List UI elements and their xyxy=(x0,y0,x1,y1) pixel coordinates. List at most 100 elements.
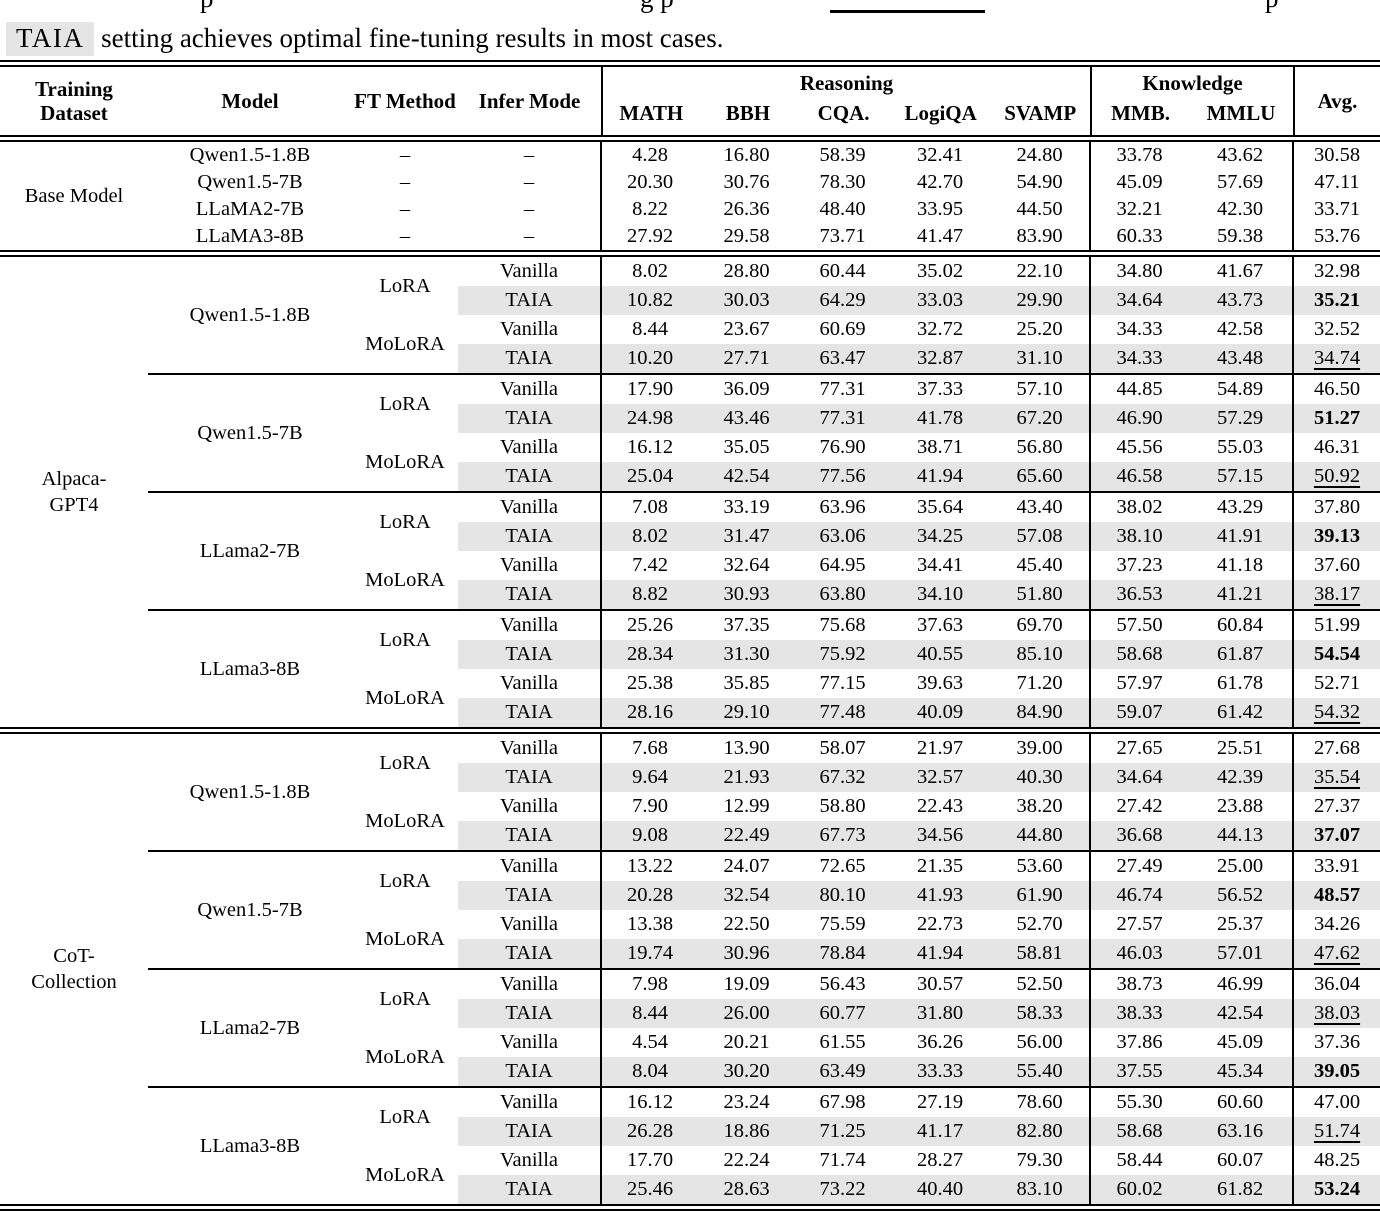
score-cell: 69.70 xyxy=(1016,614,1063,636)
ft-method-cell: – xyxy=(399,144,411,166)
score-cell: 22.73 xyxy=(916,913,964,935)
infer-mode-cell: TAIA xyxy=(458,881,601,910)
score-cell: 37.35 xyxy=(723,614,770,636)
score-cell: 41.18 xyxy=(1216,554,1264,576)
score-cell: 80.10 xyxy=(795,881,890,910)
score-cell: 29.58 xyxy=(723,225,770,247)
ft-method-cell: MoLoRA xyxy=(352,315,458,375)
score-cell: 58.81 xyxy=(990,939,1090,970)
avg-cell: 39.13 xyxy=(1292,522,1380,551)
score-cell: 13.38 xyxy=(600,910,698,939)
score-cell: 30.96 xyxy=(698,939,795,970)
header-col-math: MATH xyxy=(619,101,684,125)
score-cell: 46.03 xyxy=(1089,939,1188,970)
avg-cell: 54.32 xyxy=(1292,698,1380,727)
base-model-table: Base Model Qwen1.5-1.8B – – 4.28 16.80 58.39 32… xyxy=(0,142,1380,250)
ft-method-cell: – xyxy=(399,225,411,247)
score-cell: 28.27 xyxy=(916,1149,964,1171)
avg-value: 47.11 xyxy=(1314,171,1360,193)
infer-mode-cell: Vanilla xyxy=(499,496,559,518)
score-cell: 40.30 xyxy=(990,763,1090,792)
score-cell: 34.56 xyxy=(890,821,990,852)
score-cell: 27.49 xyxy=(1089,851,1188,881)
table-row: TAIA 20.28 32.54 80.10 41.93 61.90 46.74 56.52 4… xyxy=(0,881,1380,910)
avg-cell: 32.98 xyxy=(1292,257,1380,286)
table-row: MoLoRA Vanilla 17.70 22.24 71.74 28.27 79.30 58… xyxy=(0,1146,1380,1186)
score-cell: 35.02 xyxy=(916,260,964,282)
score-cell: 25.04 xyxy=(600,462,698,493)
score-cell: 78.84 xyxy=(795,939,890,970)
score-cell: 34.64 xyxy=(1089,763,1188,792)
table-row: TAIA 10.82 30.03 64.29 33.03 29.90 34.64 43.73 3… xyxy=(0,286,1380,315)
score-cell: 73.22 xyxy=(795,1175,890,1204)
avg-cell: 33.91 xyxy=(1292,851,1380,881)
section-double-rule xyxy=(0,250,1380,257)
table-row: TAIA 8.02 31.47 63.06 34.25 57.08 38.10 41.91 39… xyxy=(0,522,1380,551)
header-col-mmlu: MMLU xyxy=(1206,101,1276,125)
avg-cell: 53.76 xyxy=(1292,223,1380,250)
avg-cell: 54.54 xyxy=(1292,640,1380,669)
infer-mode-cell: Vanilla xyxy=(499,614,559,636)
avg-value: 36.04 xyxy=(1313,973,1361,995)
infer-mode-cell: – xyxy=(523,198,535,220)
score-cell: 37.63 xyxy=(916,614,964,636)
score-cell: 38.33 xyxy=(1089,999,1188,1028)
score-cell: 58.68 xyxy=(1089,1117,1188,1146)
infer-mode-cell: TAIA xyxy=(458,999,601,1028)
score-cell: 30.20 xyxy=(698,1057,795,1088)
score-cell: 75.59 xyxy=(819,913,866,935)
score-cell: 63.80 xyxy=(795,580,890,611)
avg-value: 34.26 xyxy=(1313,913,1361,935)
header-reasoning-label: Reasoning xyxy=(799,71,894,95)
score-cell: 60.84 xyxy=(1216,614,1264,636)
model-cell: LLaMA3-8B xyxy=(195,225,305,247)
score-cell: 55.30 xyxy=(1089,1087,1188,1117)
score-cell: 28.34 xyxy=(600,640,698,669)
infer-mode-cell: TAIA xyxy=(458,1117,601,1146)
table-row: LLaMA3-8B – – 27.92 29.58 73.71 41.47 83.90 60.3… xyxy=(0,223,1380,250)
avg-value: 53.24 xyxy=(1313,1178,1361,1200)
score-cell: 37.55 xyxy=(1089,1057,1188,1088)
score-cell: 58.80 xyxy=(819,795,866,817)
table-row: MoLoRA Vanilla 16.12 35.05 76.90 38.71 56.80 45… xyxy=(0,433,1380,493)
score-cell: 24.98 xyxy=(600,404,698,433)
header-knowledge-columns: MMB. MMLU xyxy=(1092,97,1293,135)
model-cell: Qwen1.5-7B xyxy=(197,171,303,193)
caption-text: setting achieves optimal fine-tuning res… xyxy=(101,23,724,53)
score-cell: 42.30 xyxy=(1216,198,1264,220)
score-cell: 27.42 xyxy=(1089,792,1188,821)
score-cell: 77.31 xyxy=(819,378,866,400)
infer-mode-cell: – xyxy=(523,171,535,193)
infer-mode-cell: TAIA xyxy=(458,344,601,375)
infer-mode-cell: Vanilla xyxy=(499,1031,559,1053)
score-cell: 32.87 xyxy=(890,344,990,375)
score-cell: 52.70 xyxy=(1016,913,1063,935)
avg-value: 54.54 xyxy=(1313,643,1361,665)
score-cell: 32.21 xyxy=(1089,196,1188,223)
infer-mode-cell: TAIA xyxy=(458,698,601,727)
score-cell: 32.54 xyxy=(698,881,795,910)
score-cell: 16.12 xyxy=(600,433,698,462)
avg-cell: 34.26 xyxy=(1292,910,1380,939)
table-row: MoLoRA Vanilla 8.44 23.67 60.69 32.72 25.20 34.… xyxy=(0,315,1380,375)
score-cell: 8.04 xyxy=(600,1057,698,1088)
score-cell: 7.98 xyxy=(600,969,698,999)
score-cell: 61.78 xyxy=(1216,672,1264,694)
score-cell: 32.72 xyxy=(916,318,964,340)
avg-cell: 37.80 xyxy=(1292,492,1380,522)
avg-value: 46.31 xyxy=(1313,436,1361,458)
table-row: Base Model Qwen1.5-1.8B – – 4.28 16.80 58.39 32… xyxy=(0,142,1380,207)
table-row: MoLoRA Vanilla 25.38 35.85 77.15 39.63 71.20 57… xyxy=(0,669,1380,709)
score-cell: 64.95 xyxy=(819,554,866,576)
table-row: TAIA 28.34 31.30 75.92 40.55 85.10 58.68 61.87 5… xyxy=(0,640,1380,669)
score-cell: 64.29 xyxy=(795,286,890,315)
score-cell: 43.48 xyxy=(1188,344,1293,375)
avg-cell: 50.92 xyxy=(1292,462,1380,493)
infer-mode-cell: Vanilla xyxy=(499,795,559,817)
avg-cell: 36.04 xyxy=(1292,969,1380,999)
score-cell: 77.15 xyxy=(819,672,866,694)
avg-value: 37.36 xyxy=(1313,1031,1361,1053)
score-cell: 4.28 xyxy=(600,142,698,169)
score-cell: 45.34 xyxy=(1188,1057,1293,1088)
score-cell: 57.10 xyxy=(1016,378,1063,400)
